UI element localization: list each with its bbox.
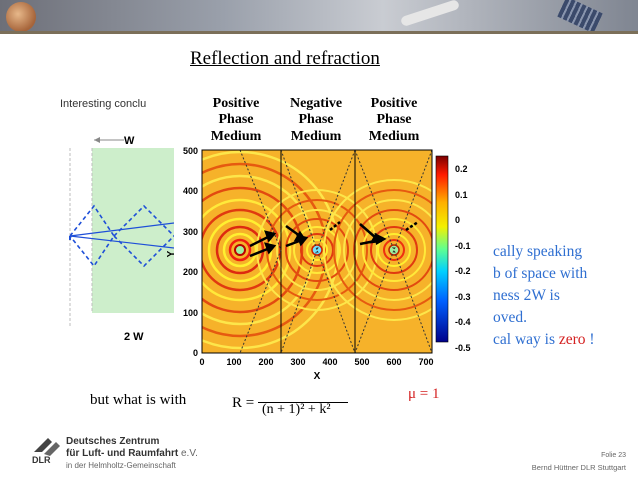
formula-denominator: (n + 1)² + k² bbox=[262, 402, 331, 417]
y-tick-500: 500 bbox=[183, 146, 198, 156]
shuttle-image bbox=[399, 0, 461, 28]
header-2-line-2: Phase bbox=[299, 112, 334, 127]
x-tick-400: 400 bbox=[322, 357, 337, 367]
satellite-image bbox=[557, 0, 603, 34]
header-3-line-3: Medium bbox=[369, 129, 420, 144]
header-1-line-1: Positive bbox=[213, 96, 260, 111]
y-tick-300: 300 bbox=[183, 227, 198, 237]
left-caption: Interesting conclu bbox=[60, 98, 147, 110]
formula-prefix-text: but what is with bbox=[90, 392, 187, 408]
colorbar-tick-5: -0.2 bbox=[455, 266, 471, 276]
y-tick-100: 100 bbox=[183, 308, 198, 318]
right-line-3: ness 2W is bbox=[493, 287, 560, 304]
ray-path-5 bbox=[393, 149, 433, 354]
header-2-line-3: Medium bbox=[291, 129, 342, 144]
header-2-line-1: Negative bbox=[290, 96, 342, 111]
y-tick-400: 400 bbox=[183, 186, 198, 196]
colorbar bbox=[435, 155, 449, 343]
slide-title: Reflection and refraction bbox=[190, 48, 380, 69]
header-1-line-3: Medium bbox=[211, 129, 262, 144]
colorbar-ticks: 0.2 0.1 0 -0.1 -0.2 -0.3 -0.4 -0.5 bbox=[455, 157, 471, 361]
right-line-5: cal way is zero ! bbox=[493, 331, 595, 348]
y-axis-label: Y bbox=[166, 250, 177, 257]
x-tick-300: 300 bbox=[290, 357, 305, 367]
propagation-arrows bbox=[249, 220, 419, 258]
y-tick-200: 200 bbox=[183, 267, 198, 277]
ray-path-1 bbox=[239, 149, 282, 354]
header-3-line-1: Positive bbox=[371, 96, 418, 111]
colorbar-tick-3: 0 bbox=[455, 215, 461, 225]
colorbar-tick-7: -0.4 bbox=[455, 317, 471, 327]
wave-simulation-figure: Positive Phase Medium Negative Phase Med… bbox=[166, 96, 449, 382]
x-tick-500: 500 bbox=[354, 357, 369, 367]
right-line-1: cally speaking bbox=[493, 243, 583, 260]
ray-path-3 bbox=[316, 149, 356, 354]
y-tick-0: 0 bbox=[193, 348, 198, 358]
colorbar-tick-1: 0.2 bbox=[455, 164, 468, 174]
colorbar-tick-2: 0.1 bbox=[455, 189, 468, 200]
zero-highlight: zero bbox=[558, 331, 586, 348]
header-3-line-2: Phase bbox=[377, 112, 412, 127]
footer-author: Bernd Hüttner DLR Stuttgart bbox=[531, 463, 626, 472]
colorbar-tick-4: -0.1 bbox=[455, 240, 471, 251]
footer-org-line-1: Deutsches Zentrum bbox=[66, 436, 160, 447]
right-explanation: cally speaking b of space with ness 2W i… bbox=[493, 241, 595, 351]
x-axis-label: X bbox=[314, 371, 321, 382]
plot-frame bbox=[201, 149, 433, 354]
ray-path-4 bbox=[354, 149, 395, 354]
formula-mu: μ = 1 bbox=[408, 386, 440, 402]
colorbar-tick-8: -0.5 bbox=[455, 342, 471, 353]
header-1-line-2: Phase bbox=[219, 112, 254, 127]
footer-org-line-3: in der Helmholtz-Gemeinschaft bbox=[66, 461, 176, 470]
right-line-4: oved. bbox=[493, 309, 528, 326]
planet-image bbox=[6, 2, 36, 32]
footer-org-line-2: für Luft- und Raumfahrt e.V. bbox=[66, 448, 198, 459]
x-tick-700: 700 bbox=[418, 357, 433, 367]
slab-area bbox=[92, 148, 174, 313]
left-slab-diagram: W 2 W bbox=[69, 135, 174, 343]
x-tick-100: 100 bbox=[226, 357, 241, 367]
w-label: W bbox=[124, 135, 135, 147]
dlr-logo-icon: DLR bbox=[32, 438, 60, 465]
slide-number: Folie 23 bbox=[601, 452, 626, 459]
x-tick-200: 200 bbox=[258, 357, 273, 367]
header-banner bbox=[0, 0, 638, 34]
2w-label: 2 W bbox=[124, 331, 144, 343]
wave-rings bbox=[202, 150, 432, 350]
x-tick-0: 0 bbox=[199, 357, 204, 367]
wave-source-3 bbox=[323, 179, 432, 321]
x-tick-600: 600 bbox=[386, 357, 401, 367]
fraction-line bbox=[258, 402, 348, 403]
colorbar-tick-6: -0.3 bbox=[455, 291, 471, 302]
banner-divider bbox=[0, 31, 638, 34]
svg-text:DLR: DLR bbox=[32, 455, 51, 465]
right-line-2: b of space with bbox=[493, 265, 588, 282]
formula-r: R = bbox=[232, 395, 255, 411]
